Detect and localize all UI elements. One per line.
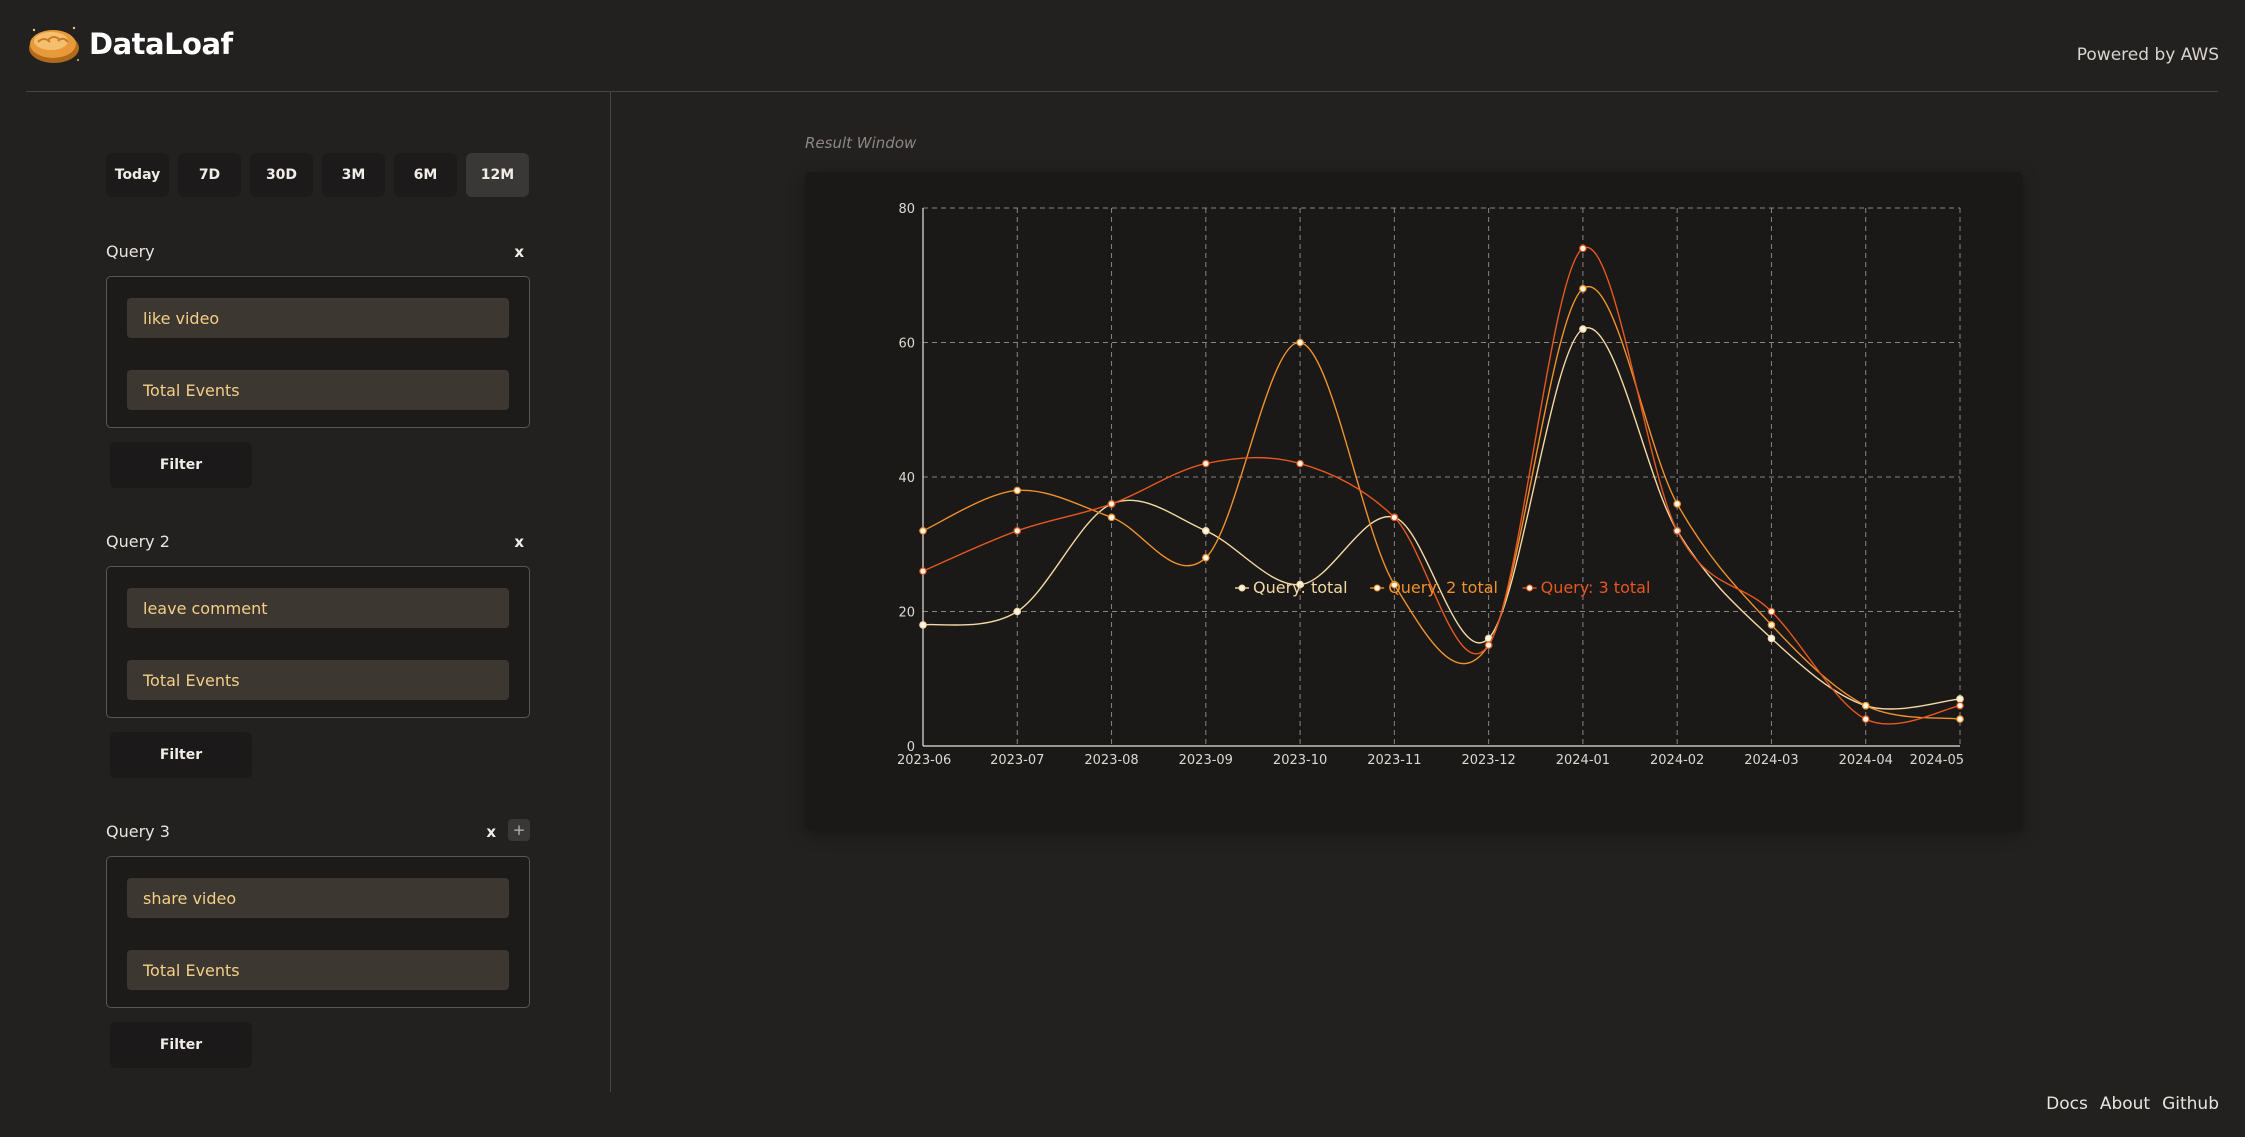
range-30d-button[interactable]: 30D [250,153,313,197]
x-tick-label: 2023-08 [1084,753,1138,768]
data-point [1956,715,1964,723]
data-point [1202,526,1210,535]
legend-label: Query: 3 total [1541,578,1651,597]
data-point [1861,701,1870,710]
query-panel-2: Query 2 x leave comment Total Events Fil… [106,532,530,778]
data-point [1107,500,1116,508]
metric-select[interactable]: Total Events [127,370,509,410]
data-point [1767,621,1776,629]
app-header: DataLoaf Powered by AWS [0,0,2245,92]
x-tick-label: 2024-05 [1910,753,1964,768]
y-tick-label: 60 [898,337,915,352]
metric-select[interactable]: Total Events [127,660,509,700]
legend-marker [1373,584,1381,592]
query-box: leave comment Total Events [106,566,530,718]
series-line-2 [922,285,1961,720]
remove-query-button[interactable]: x [514,533,524,551]
x-tick-label: 2023-07 [990,753,1044,768]
data-point [1390,513,1399,522]
y-tick-label: 20 [898,606,915,621]
data-point [1673,526,1681,535]
y-tick-label: 40 [898,471,915,486]
data-point [1861,715,1870,723]
data-point [919,526,927,535]
header-divider [26,91,2218,92]
query-box: like video Total Events [106,276,530,428]
sidebar-divider [610,92,611,1092]
query-title: Query 2 [106,532,170,551]
legend-item: Query: 3 total [1522,578,1651,597]
metric-select[interactable]: Total Events [127,950,509,990]
range-3m-button[interactable]: 3M [322,153,385,197]
event-select[interactable]: leave comment [127,588,509,628]
x-tick-label: 2023-06 [897,753,951,768]
data-point [1579,244,1587,253]
data-point [1296,459,1304,468]
y-tick-label: 80 [898,202,915,217]
data-point [1956,695,1964,703]
x-tick-label: 2024-02 [1650,753,1704,768]
data-point [1107,513,1116,522]
x-tick-label: 2024-03 [1744,753,1798,768]
x-tick-label: 2024-01 [1556,753,1610,768]
event-select[interactable]: like video [127,298,509,338]
data-point [1013,526,1022,535]
result-window-label: Result Window [805,134,917,152]
x-tick-label: 2023-10 [1273,753,1327,768]
range-12m-button[interactable]: 12M [466,153,529,197]
query-title: Query [106,242,155,261]
x-tick-label: 2023-09 [1179,753,1233,768]
remove-query-button[interactable]: x [486,823,496,841]
data-point [1579,325,1587,333]
data-point [1202,459,1210,468]
docs-link[interactable]: Docs [2046,1094,2088,1114]
result-window: 0 20 40 60 80 2023-06 2023-07 2023-08 2023-09 202… [805,172,2023,830]
event-select[interactable]: share video [127,878,509,918]
x-tick-label: 2023-12 [1461,753,1515,768]
time-range-selector: Today 7D 30D 3M 6M 12M [106,153,529,197]
data-point [1579,284,1587,293]
range-today-button[interactable]: Today [106,153,169,197]
data-point [1390,580,1399,589]
y-tick-label: 0 [907,740,915,755]
query-panel-3: Query 3 x + share video Total Events Fil… [106,819,530,1068]
filter-button[interactable]: Filter [110,1022,252,1068]
powered-by-text: Powered by AWS [2076,45,2219,65]
data-point [1767,634,1776,643]
query-title: Query 3 [106,822,170,841]
legend-marker [1238,584,1246,592]
range-7d-button[interactable]: 7D [178,153,241,197]
data-point [1767,607,1776,616]
legend-label: Query: total [1253,578,1348,597]
about-link[interactable]: About [2099,1094,2151,1114]
data-point [1484,641,1493,649]
data-point [1013,607,1022,616]
data-point [919,621,927,629]
filter-button[interactable]: Filter [110,442,252,488]
data-point [919,567,927,575]
add-query-button[interactable]: + [508,819,530,841]
line-chart: 0 20 40 60 80 2023-06 2023-07 2023-08 2023-09 202… [897,202,1964,768]
x-tick-label: 2024-04 [1839,753,1893,768]
query-panel-1: Query x like video Total Events Filter [106,242,530,488]
footer-links: Docs About Github [2046,1094,2219,1114]
legend-marker [1526,584,1534,592]
bread-logo-icon[interactable] [26,20,82,66]
x-tick-label: 2023-11 [1367,753,1421,768]
brand-name[interactable]: DataLoaf [89,27,233,61]
data-point [1956,701,1964,710]
data-point [1202,553,1210,562]
data-point [1013,486,1022,495]
query-box: share video Total Events [106,856,530,1008]
data-point [1296,580,1304,589]
range-6m-button[interactable]: 6M [394,153,457,197]
filter-button[interactable]: Filter [110,732,252,778]
github-link[interactable]: Github [2162,1094,2219,1114]
remove-query-button[interactable]: x [514,243,524,261]
data-point [1296,338,1304,347]
legend-item: Query: total [1235,578,1348,597]
legend-item: Query: 2 total [1370,578,1498,597]
data-point [1673,500,1681,508]
legend-label: Query: 2 total [1388,578,1498,597]
